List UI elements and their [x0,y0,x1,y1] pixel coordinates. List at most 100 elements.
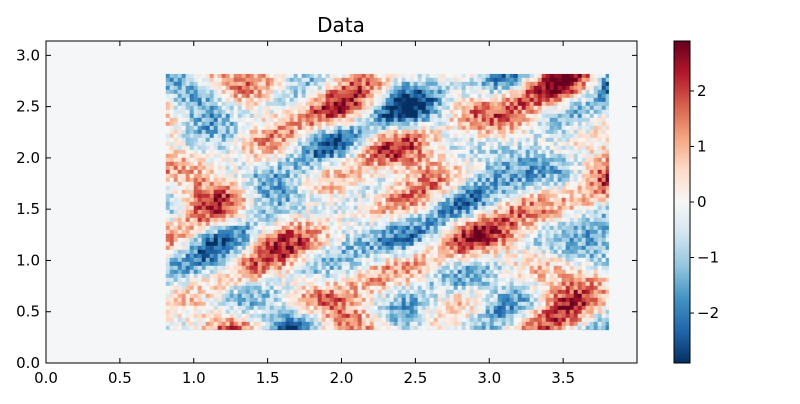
heatmap-cell [461,185,466,191]
heatmap-cell [297,97,302,103]
heatmap-cell [333,77,338,83]
heatmap-cell [561,173,566,179]
heatmap-cell [441,193,446,199]
heatmap-cell [397,81,402,87]
heatmap-cell [493,105,498,111]
heatmap-cell [481,157,486,163]
heatmap-cell [213,221,218,227]
heatmap-cell [317,85,322,91]
heatmap-cell [577,217,582,223]
heatmap-cell [405,81,410,87]
heatmap-cell [201,109,206,115]
heatmap-cell [457,177,462,183]
heatmap-cell [289,109,294,115]
heatmap-cell [377,165,382,171]
heatmap-cell [185,181,190,187]
heatmap-cell [189,233,194,239]
heatmap-cell [373,249,378,255]
heatmap-cell [577,109,582,115]
heatmap-cell [569,213,574,219]
heatmap-cell [301,173,306,179]
heatmap-cell [333,213,338,219]
heatmap-cell [197,105,202,111]
heatmap-cell [173,153,178,159]
heatmap-cell [325,153,330,159]
heatmap-cell [313,193,318,199]
heatmap-cell [469,201,474,207]
heatmap-cell [501,177,506,183]
heatmap-cell [273,73,278,79]
heatmap-cell [573,169,578,175]
heatmap-cell [505,89,510,95]
heatmap-cell [265,97,270,103]
heatmap-cell [361,141,366,147]
heatmap-cell [553,89,558,95]
heatmap-cell [597,97,602,103]
heatmap-cell [265,229,270,235]
heatmap-cell [201,81,206,87]
heatmap-cell [273,113,278,119]
heatmap-cell [209,85,214,91]
heatmap-cell [361,229,366,235]
heatmap-cell [389,197,394,203]
heatmap-cell [513,169,518,175]
heatmap-cell [233,109,238,115]
heatmap-cell [269,93,274,99]
heatmap-cell [293,221,298,227]
heatmap-cell [565,117,570,123]
chart-title: Data [317,13,365,37]
heatmap-cell [437,201,442,207]
heatmap-cell [573,153,578,159]
heatmap-cell [477,233,482,239]
heatmap-cell [329,161,334,167]
heatmap-cell [509,221,514,227]
heatmap-cell [421,161,426,167]
heatmap-cell [369,221,374,227]
heatmap-cell [489,197,494,203]
heatmap-cell [445,73,450,79]
heatmap-cell [233,209,238,215]
heatmap-cell [225,137,230,143]
heatmap-cell [501,157,506,163]
heatmap-cell [281,77,286,83]
heatmap-cell [261,133,266,139]
heatmap-cell [245,121,250,127]
heatmap-cell [201,185,206,191]
heatmap-cell [453,213,458,219]
heatmap-cell [453,189,458,195]
heatmap-cell [597,237,602,243]
heatmap-cell [237,121,242,127]
heatmap-cell [429,181,434,187]
heatmap-cell [277,233,282,239]
heatmap-cell [189,149,194,155]
heatmap-cell [433,109,438,115]
heatmap-cell [181,161,186,167]
heatmap-cell [393,113,398,119]
heatmap-cell [513,153,518,159]
heatmap-cell [513,249,518,255]
heatmap-cell [369,217,374,223]
heatmap-cell [393,137,398,143]
heatmap-cell [337,133,342,139]
heatmap-cell [365,185,370,191]
heatmap-cell [313,165,318,171]
heatmap-cell [381,177,386,183]
heatmap-cell [349,221,354,227]
heatmap-cell [605,173,609,179]
heatmap-cell [225,121,230,127]
heatmap-cell [405,109,410,115]
heatmap-cell [341,109,346,115]
heatmap-cell [421,117,426,123]
heatmap-cell [405,169,410,175]
heatmap-cell [449,85,454,91]
heatmap-cell [293,113,298,119]
heatmap-cell [349,237,354,243]
heatmap-cell [209,109,214,115]
heatmap-cell [309,185,314,191]
heatmap-cell [273,245,278,251]
heatmap-cell [353,177,358,183]
heatmap-cell [597,113,602,119]
heatmap-cell [489,117,494,123]
heatmap-cell [413,133,418,139]
heatmap-cell [373,225,378,231]
